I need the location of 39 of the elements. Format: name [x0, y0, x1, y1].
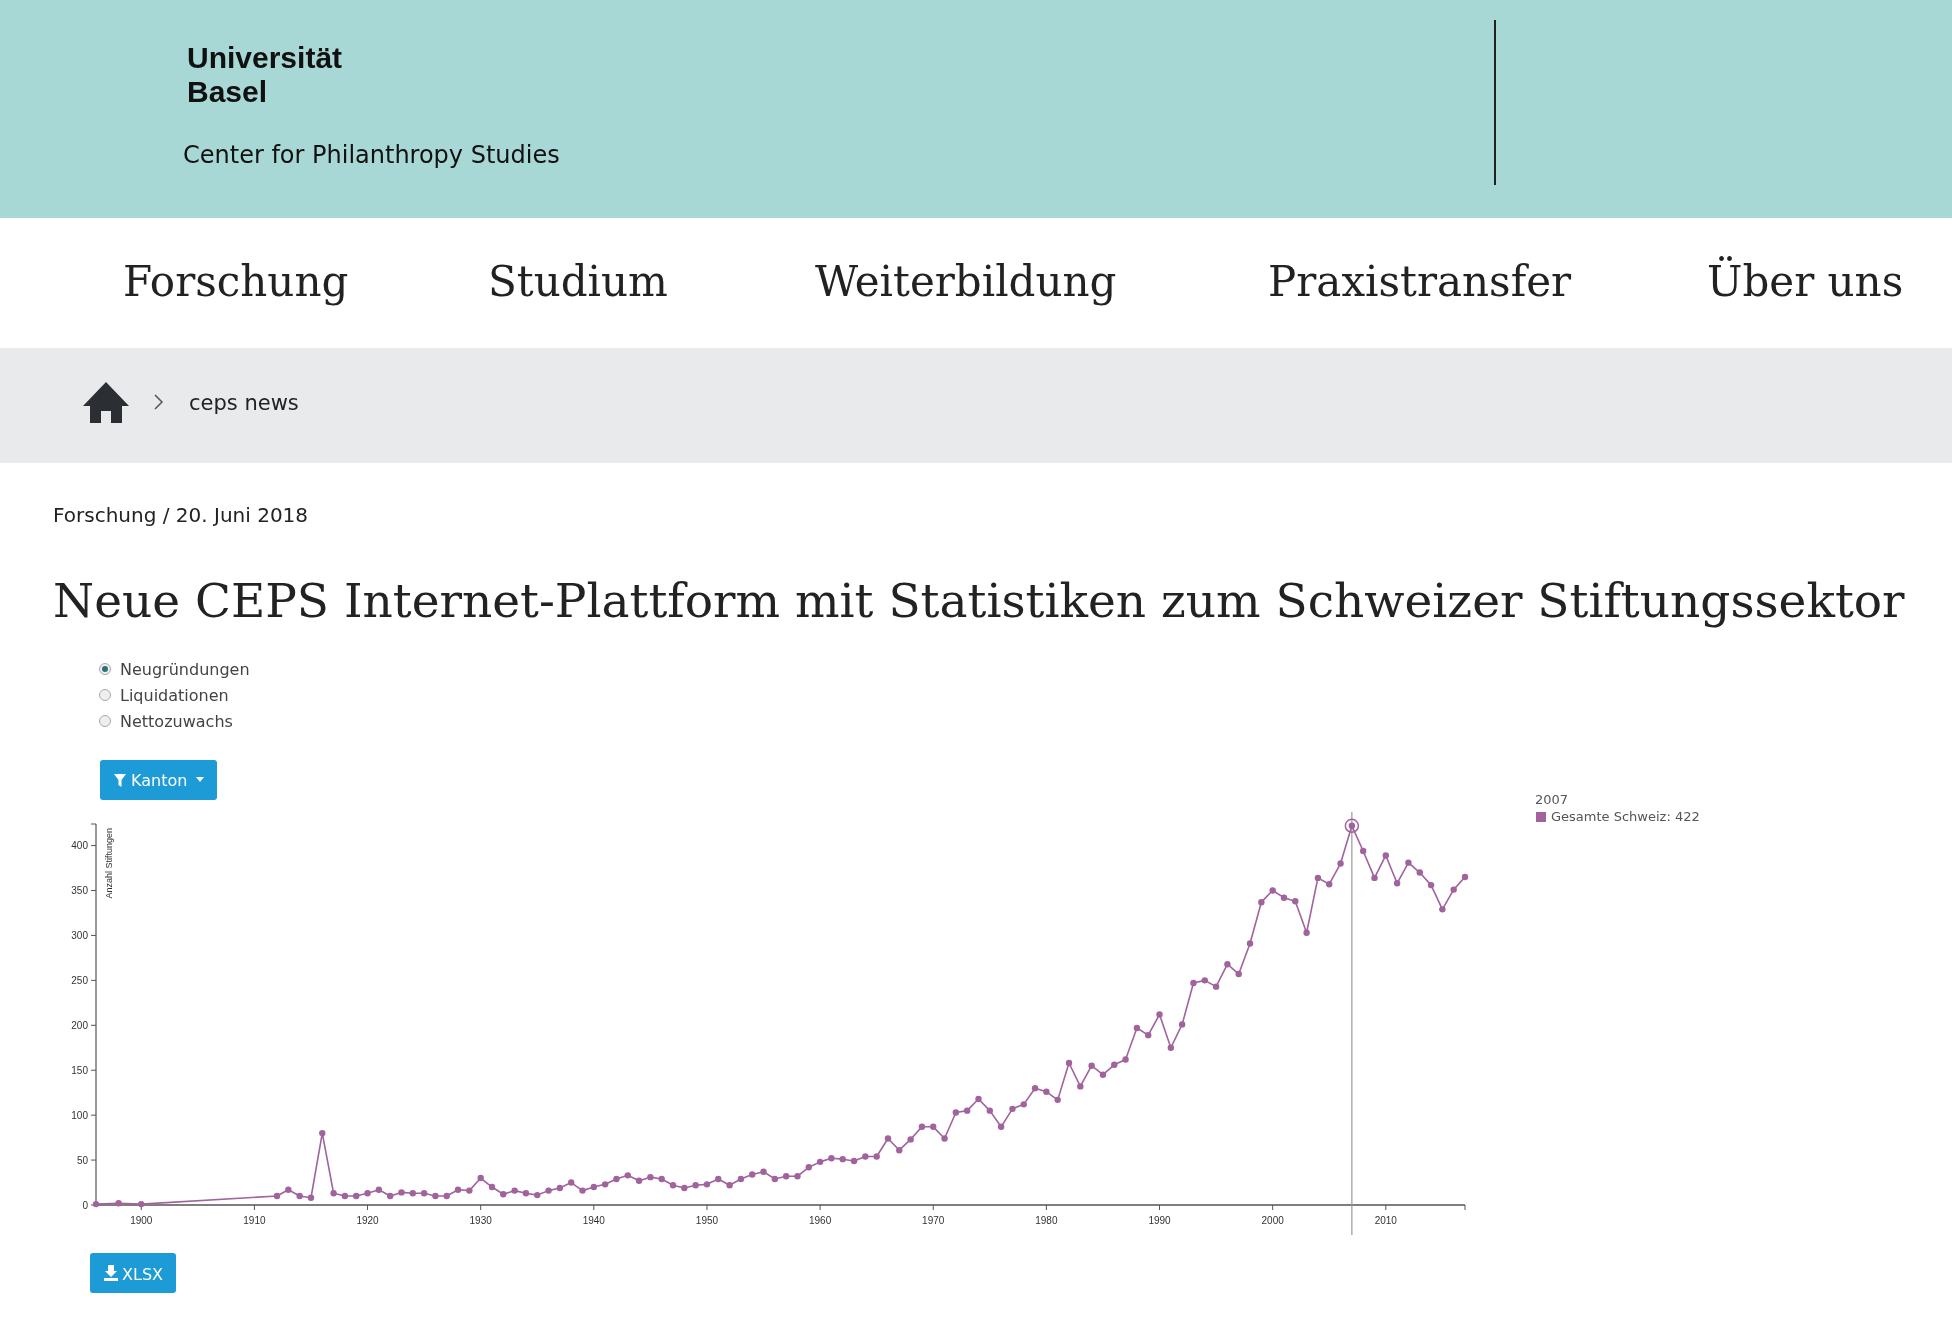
- y-tick-label: 0: [82, 1199, 89, 1211]
- text: Über uns: [1707, 256, 1904, 306]
- x-tick-label: 2000: [1261, 1215, 1285, 1226]
- text: Universität Basel: [187, 41, 343, 108]
- text: Forschung: [123, 257, 349, 306]
- text: Nettozuwachs: [120, 712, 233, 731]
- text: Forschung / 20. Juni 2018: [53, 503, 309, 527]
- text: Center for Philanthropy Studies: [183, 141, 560, 169]
- x-tick-label: 2010: [1374, 1215, 1398, 1226]
- x-tick-label: 1950: [695, 1215, 719, 1226]
- x-tick-label: 1900: [130, 1215, 153, 1226]
- text: Praxistransfer: [1268, 257, 1573, 306]
- y-tick-label: 100: [71, 1109, 89, 1121]
- x-tick-label: 1920: [356, 1215, 380, 1226]
- y-tick-label: 250: [71, 974, 89, 986]
- y-axis-title: Anzahl Stiftungen: [104, 828, 114, 899]
- text: 2007: [1535, 792, 1569, 807]
- x-tick-label: 1960: [808, 1215, 832, 1226]
- text: Gesamte Schweiz: 422: [1551, 809, 1700, 824]
- text: XLSX: [122, 1265, 164, 1284]
- y-tick-label: 400: [71, 840, 89, 852]
- chart-title: Neue CEPS Internet-Plattform mit Statistiken zum Schweizer Stiftungssektor: [53, 573, 1906, 628]
- text: Weiterbildung: [815, 257, 1117, 306]
- text: Liquidationen: [120, 686, 229, 705]
- text: Kanton: [131, 771, 188, 790]
- x-tick-label: 1980: [1035, 1215, 1058, 1226]
- x-tick-label: 1990: [1148, 1215, 1172, 1226]
- y-tick-label: 200: [71, 1019, 89, 1031]
- text: Neugründungen: [120, 660, 250, 679]
- y-tick-label: 350: [71, 885, 89, 896]
- y-tick-label: 50: [76, 1154, 89, 1166]
- text: Studium: [488, 257, 668, 306]
- text: ceps news: [189, 391, 299, 415]
- x-tick-label: 1930: [469, 1215, 493, 1226]
- x-tick-label: 1910: [243, 1215, 266, 1226]
- y-tick-label: 150: [71, 1064, 89, 1076]
- y-tick-label: 300: [71, 929, 89, 941]
- x-tick-label: 1940: [582, 1215, 606, 1226]
- x-tick-label: 1970: [922, 1215, 945, 1226]
